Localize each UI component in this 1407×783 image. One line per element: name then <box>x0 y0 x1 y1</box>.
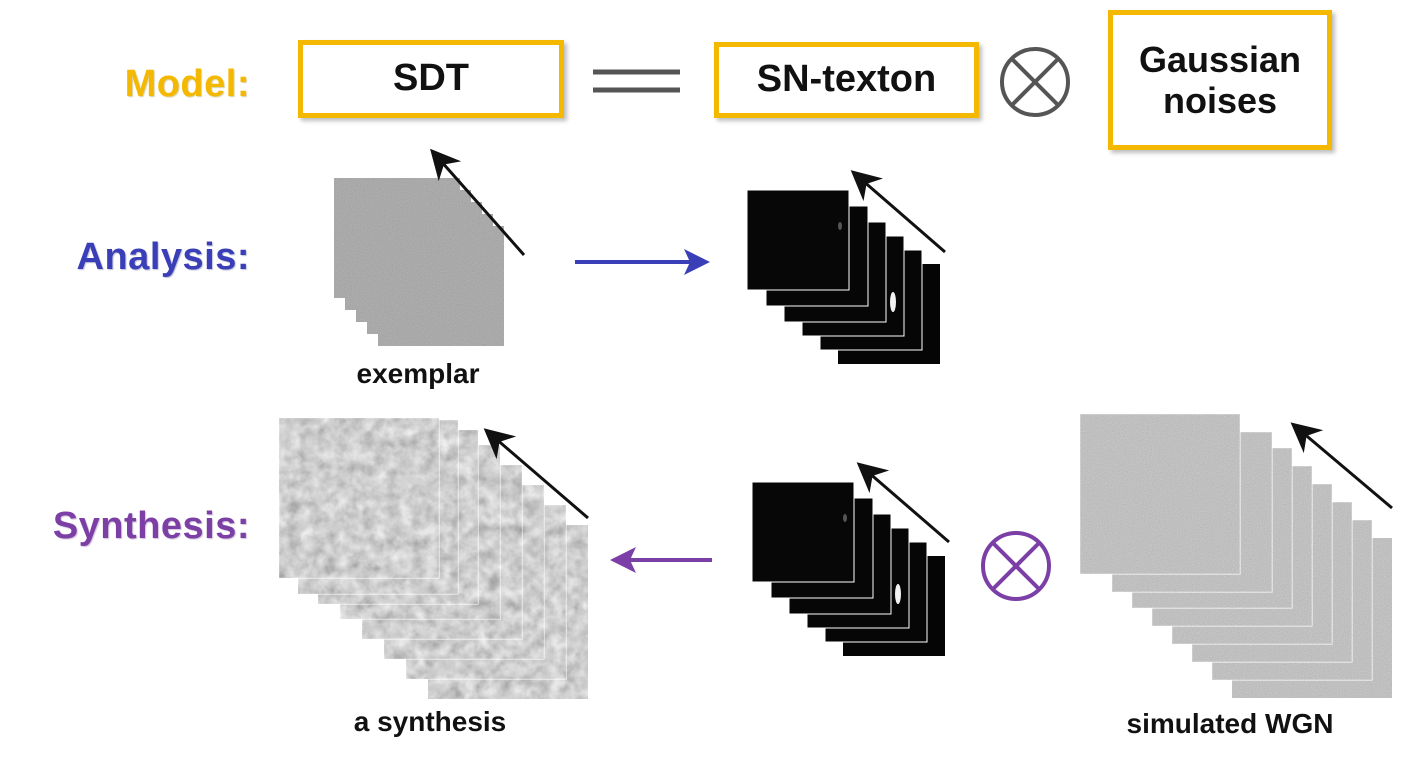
sn-texton-stack-analysis <box>746 189 940 364</box>
exemplar-caption: exemplar <box>356 358 480 389</box>
wgn-time-arrow <box>1290 422 1393 510</box>
model-label: Model: <box>124 63 250 105</box>
exemplar-stack <box>334 178 504 346</box>
synthesis-caption: a synthesis <box>353 706 507 737</box>
equals-icon <box>593 69 680 93</box>
sdt-text: SDT <box>393 57 469 100</box>
wgn-caption: simulated WGN <box>1126 708 1334 739</box>
analysis-arrow-icon <box>575 249 710 275</box>
wgn-stack <box>1079 413 1392 698</box>
sn-texton-stack-synthesis <box>751 481 945 656</box>
exemplar-time-arrow <box>430 148 526 256</box>
analysis-label: Analysis: <box>76 236 250 278</box>
synthesis-label: Synthesis: <box>52 505 250 547</box>
gaussian-text-line2: noises <box>1162 80 1278 121</box>
gaussian-noises-box: Gaussian noises <box>1108 10 1332 150</box>
sdt-box: SDT <box>298 40 564 118</box>
convolve-icon <box>1000 47 1070 117</box>
sn-texton-text: SN-texton <box>756 58 937 101</box>
synthesis-stack <box>278 417 588 699</box>
synthesis-convolve-icon <box>981 531 1051 601</box>
gaussian-text-line1: Gaussian <box>1138 38 1302 80</box>
synthesis-arrow-icon <box>610 547 712 573</box>
sn-texton-box: SN-texton <box>714 42 979 118</box>
sn-texton-synthesis-time-arrow <box>856 462 950 544</box>
sn-texton-analysis-time-arrow <box>850 170 946 254</box>
synthesis-time-arrow <box>483 428 589 520</box>
